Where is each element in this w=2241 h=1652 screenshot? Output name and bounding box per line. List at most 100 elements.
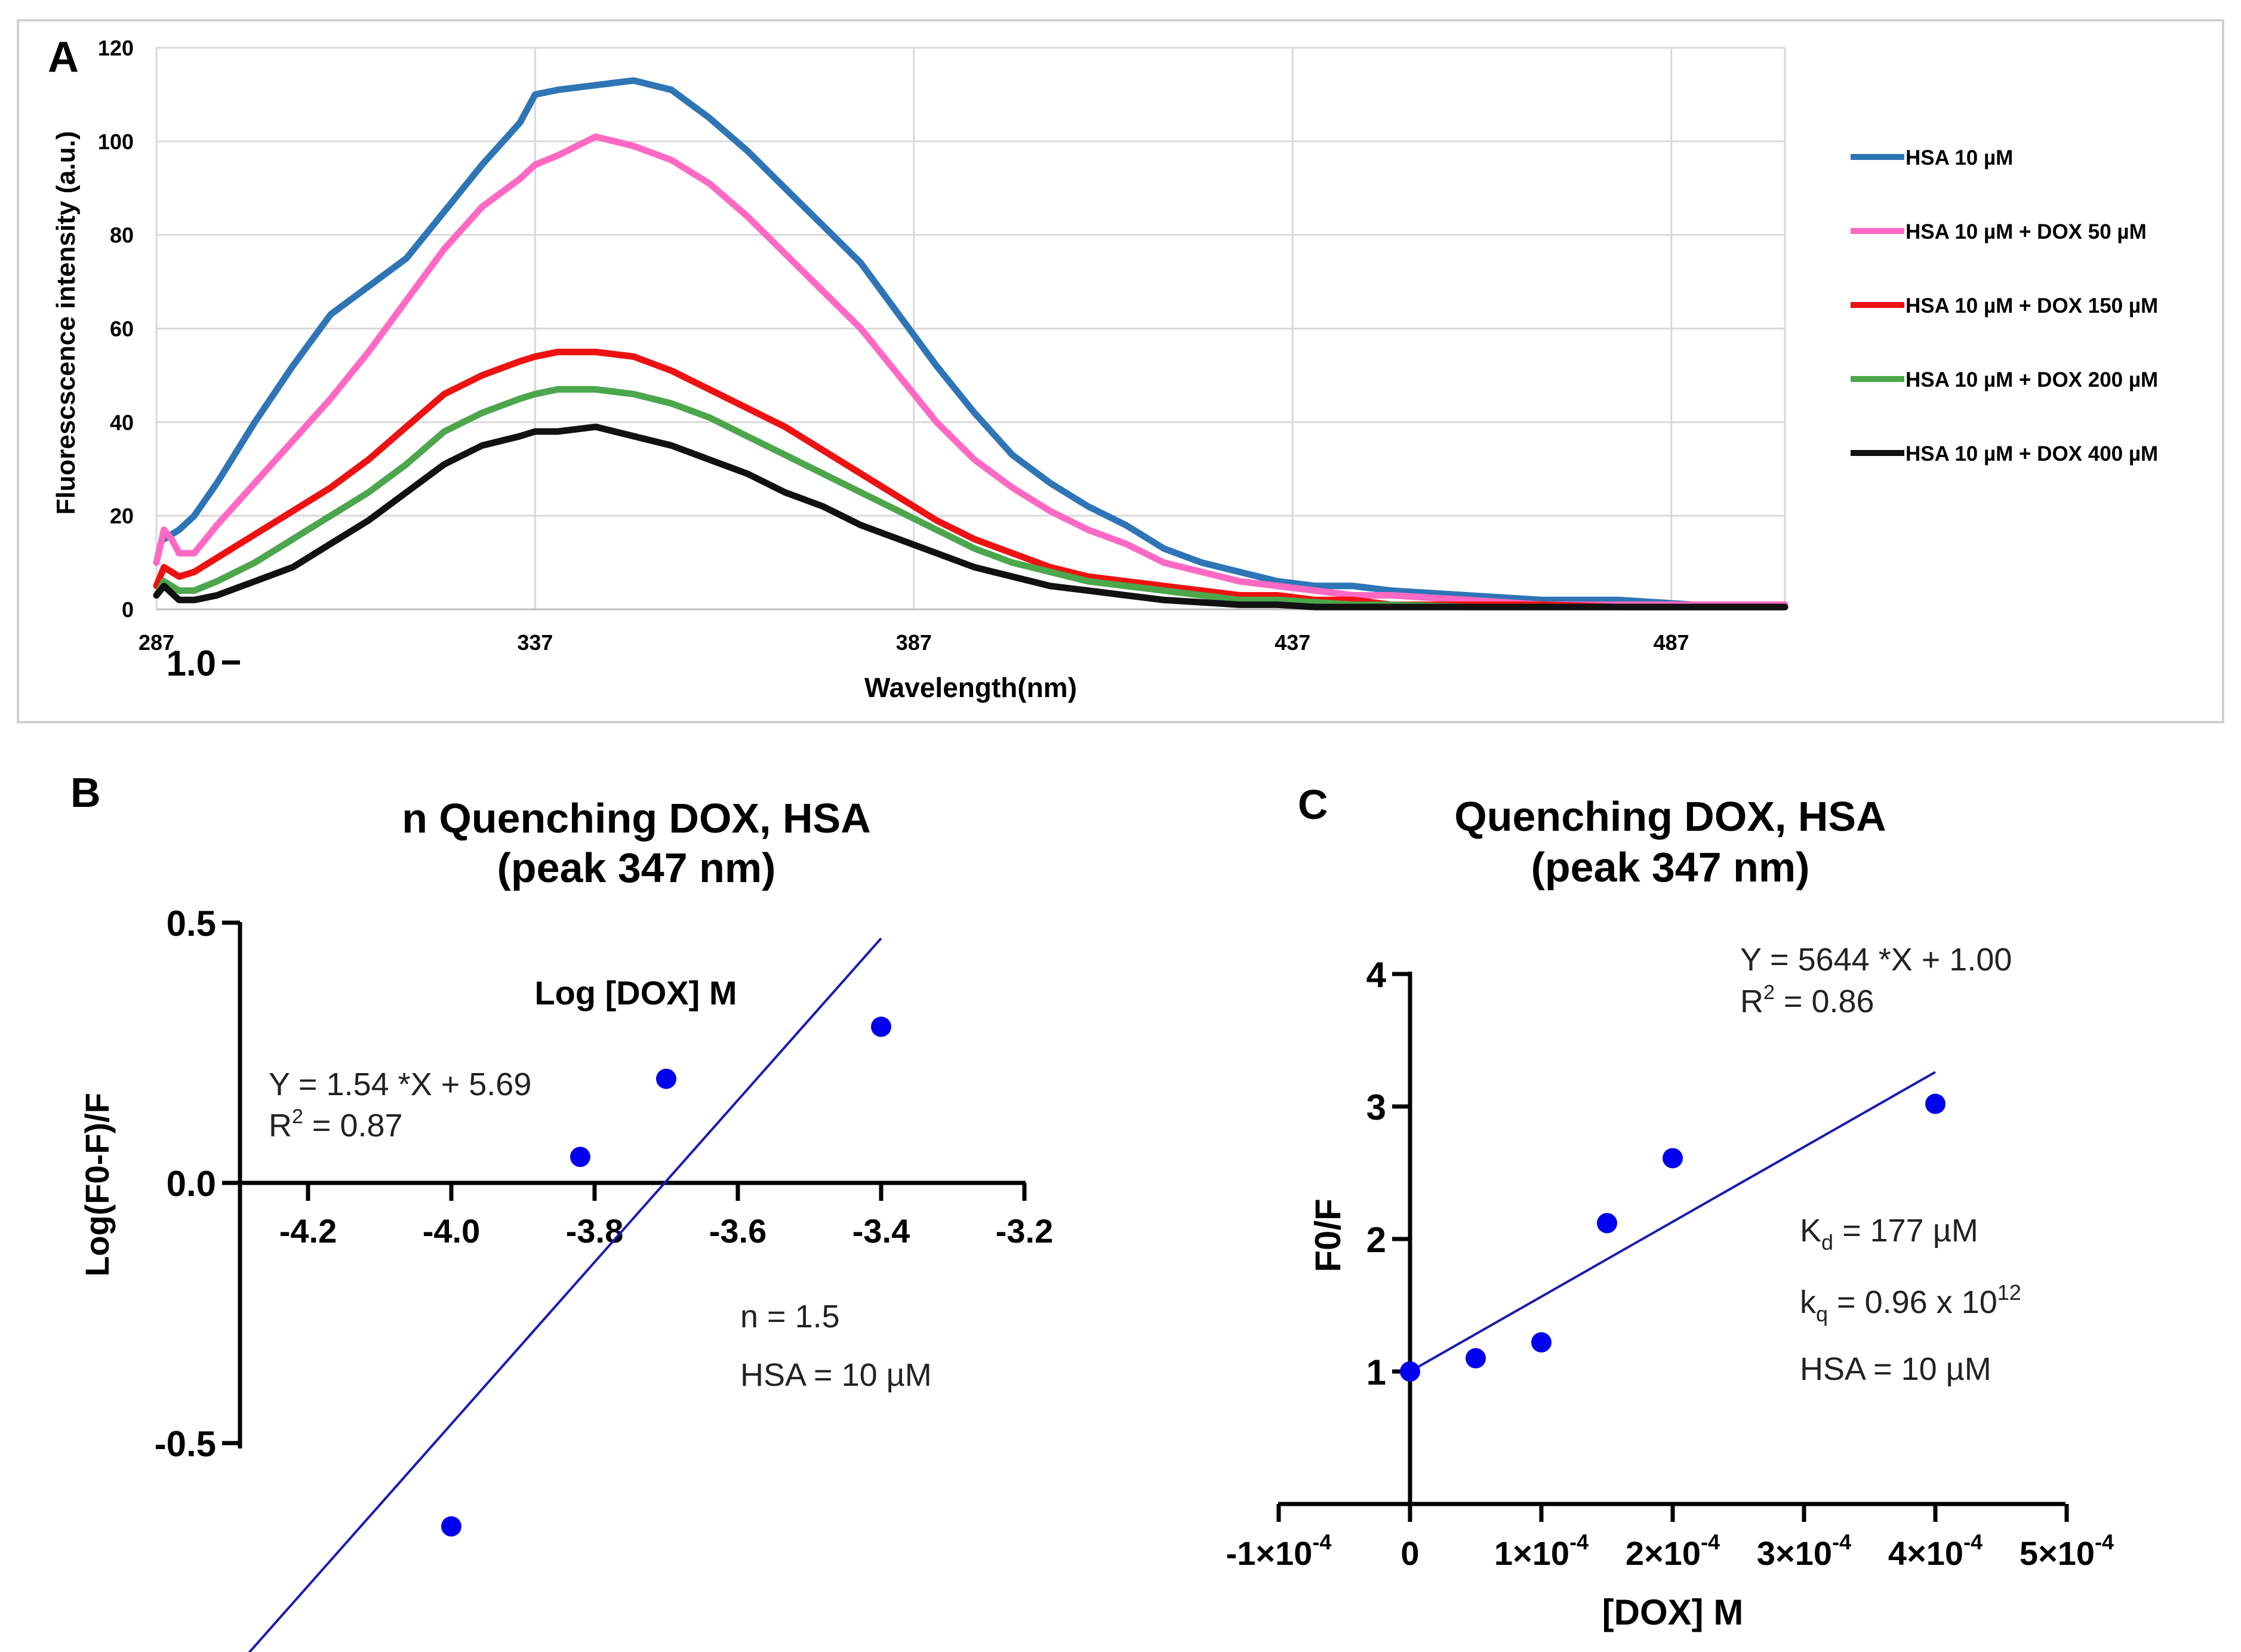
b-data-point — [656, 1068, 676, 1089]
b-x-tick-label: -4.2 — [279, 1212, 337, 1250]
a-series-line — [153, 133, 1789, 608]
c-x-tick-base: 0 — [1400, 1534, 1419, 1572]
a-gridlines — [155, 47, 1786, 609]
panel-a-label: A — [48, 33, 79, 81]
c-data-point — [1466, 1348, 1486, 1369]
c-x-tick-base: 3×10 — [1757, 1534, 1832, 1572]
c-y-tick-label: 1 — [1366, 1352, 1386, 1392]
c-r2-sup: 2 — [1763, 981, 1775, 1004]
panel-a: A 0 20 40 60 80 100 120 287 337 387 437 487 Wavele… — [17, 19, 2224, 723]
b-equation: Y = 1.54 *X + 5.69 — [269, 1067, 531, 1102]
a-x-tick-label: 337 — [517, 630, 553, 655]
c-equation: Y = 5644 *X + 1.00 — [1740, 942, 2012, 978]
c-data-point — [1663, 1148, 1683, 1169]
c-data-point — [1531, 1332, 1552, 1353]
c-x-tick-base: 1×10 — [1494, 1534, 1569, 1572]
c-y-tick-label: 4 — [1366, 955, 1387, 995]
b-x-axis-title: Log [DOX] M — [534, 974, 737, 1012]
c-kd: Kd = 177 µM — [1800, 1213, 1978, 1255]
b-fit-line — [248, 937, 882, 1652]
a-y-tick-label: 40 — [110, 410, 134, 434]
b-y-tick-label: 0.5 — [167, 904, 216, 944]
a-x-tick-label: 287 — [138, 630, 174, 655]
b-x-ticks: -4.2 -4.0 -3.8 -3.6 -3.4 -3.2 — [279, 1183, 1053, 1250]
c-data-point — [1400, 1361, 1420, 1382]
b-r2-sup: 2 — [292, 1105, 303, 1128]
b-x-tick-label: -3.8 — [566, 1212, 624, 1250]
a-series-line — [161, 77, 1789, 608]
a-y-ticks: 0 20 40 60 80 100 120 — [98, 36, 134, 622]
b-y-axis-title: Log(F0-F)/F — [78, 1093, 116, 1277]
a-x-tick-label: 487 — [1654, 630, 1689, 655]
b-r2-prefix: R — [269, 1108, 292, 1144]
a-series-line — [153, 423, 1789, 611]
c-x-tick-base: -1×10 — [1226, 1534, 1313, 1572]
c-data-point — [1925, 1093, 1946, 1114]
c-fit-line — [1409, 1071, 1936, 1373]
a-legend: HSA 10 µM HSA 10 µM + DOX 50 µM HSA 10 µM … — [1851, 146, 2158, 466]
b-data-point — [570, 1146, 590, 1167]
panel-b: B n Quenching DOX, HSA (peak 347 nm) 1.0… — [70, 643, 1053, 1652]
c-title-line1: Quenching DOX, HSA — [1454, 793, 1886, 840]
a-y-tick-label: 20 — [110, 504, 134, 528]
c-x-tick-label: 2×10-4 — [1626, 1530, 1720, 1572]
c-x-tick-base: 5×10 — [2020, 1534, 2095, 1572]
b-annotation-n: n = 1.5 — [740, 1299, 840, 1334]
a-y-axis-title: Fluorescscence intensity (a.u.) — [51, 131, 81, 514]
c-kq-prefix: k — [1800, 1284, 1817, 1320]
c-x-tick-label: 3×10-4 — [1757, 1530, 1851, 1572]
a-legend-label: HSA 10 µM — [1906, 146, 2013, 169]
c-y-tick-label: 2 — [1366, 1220, 1386, 1260]
a-x-axis-title: Wavelength(nm) — [864, 672, 1077, 703]
c-x-tick-exp: -4 — [1701, 1530, 1720, 1554]
panel-b-label: B — [70, 769, 101, 816]
a-legend-label: HSA 10 µM + DOX 150 µM — [1906, 294, 2158, 318]
c-data-point — [1597, 1213, 1617, 1234]
b-y-tick-label: 1.0 — [167, 643, 216, 683]
c-x-tick-label: 5×10-4 — [2020, 1530, 2114, 1572]
c-x-tick-exp: -4 — [1963, 1530, 1983, 1554]
panel-c: C Quenching DOX, HSA (peak 347 nm) 1234 … — [1226, 781, 2114, 1632]
b-y-tick-label: -0.5 — [155, 1424, 216, 1464]
c-x-tick-base: 2×10 — [1626, 1534, 1701, 1572]
a-series-line — [153, 386, 1789, 611]
a-legend-label: HSA 10 µM + DOX 400 µM — [1906, 442, 2158, 466]
a-y-tick-label: 60 — [110, 317, 134, 341]
b-title-line1: n Quenching DOX, HSA — [402, 795, 871, 842]
a-series-group — [153, 77, 1789, 611]
c-y-tick-label: 3 — [1366, 1087, 1386, 1127]
c-kd-prefix: K — [1800, 1213, 1821, 1249]
c-x-tick-label: 0 — [1400, 1534, 1419, 1572]
b-data-point — [441, 1516, 461, 1537]
a-legend-label: HSA 10 µM + DOX 200 µM — [1906, 368, 2158, 392]
c-x-tick-exp: -4 — [2095, 1530, 2114, 1554]
c-r2-prefix: R — [1740, 984, 1763, 1019]
c-x-tick-exp: -4 — [1569, 1530, 1589, 1554]
c-plot-area — [1400, 1071, 1946, 1382]
b-y-tick-label: 0.0 — [167, 1164, 216, 1204]
b-plot-area — [248, 937, 891, 1652]
panel-c-label: C — [1298, 781, 1328, 828]
c-r2-value: = 0.86 — [1775, 984, 1874, 1019]
a-x-tick-label: 387 — [896, 630, 932, 655]
c-x-tick-label: -1×10-4 — [1226, 1530, 1332, 1572]
c-kq-sup: 12 — [1997, 1280, 2021, 1305]
b-data-point — [871, 1016, 891, 1037]
c-kq-sub: q — [1816, 1302, 1828, 1326]
a-y-tick-label: 0 — [122, 597, 134, 622]
b-x-tick-label: -3.6 — [709, 1212, 767, 1250]
a-y-tick-label: 100 — [98, 130, 134, 154]
b-annotation-hsa: HSA = 10 µM — [740, 1357, 932, 1393]
c-kd-value: = 177 µM — [1833, 1213, 1978, 1249]
a-y-tick-label: 80 — [110, 223, 134, 248]
panel-a-frame — [17, 19, 2224, 723]
c-x-tick-base: 4×10 — [1888, 1534, 1963, 1572]
c-x-tick-label: 4×10-4 — [1888, 1530, 1983, 1572]
c-x-tick-exp: -4 — [1832, 1530, 1851, 1554]
b-title-line2: (peak 347 nm) — [497, 845, 776, 891]
c-kd-sub: d — [1821, 1230, 1833, 1255]
c-kq-value: = 0.96 x 10 — [1828, 1284, 1997, 1320]
b-r2-value: = 0.87 — [303, 1108, 403, 1144]
a-legend-label: HSA 10 µM + DOX 50 µM — [1906, 220, 2147, 244]
